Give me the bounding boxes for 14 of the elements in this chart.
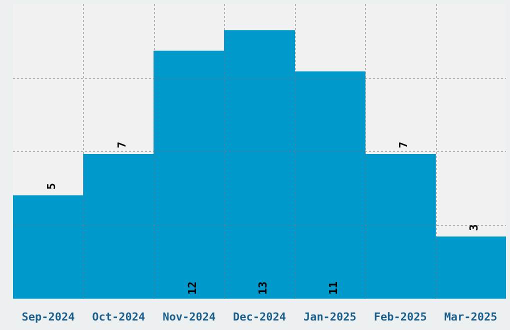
- x-tick-label: Feb-2025: [374, 310, 427, 324]
- data-label: 7: [116, 142, 128, 148]
- x-tick-label: Sep-2024: [22, 310, 76, 324]
- x-tick-label: Dec-2024: [233, 310, 286, 324]
- x-tick-label: Jan-2025: [303, 310, 356, 324]
- x-tick-label: Mar-2025: [444, 310, 498, 324]
- data-label: 11: [326, 281, 340, 295]
- data-label: 13: [256, 282, 270, 295]
- x-tick-label: Oct-2024: [92, 310, 146, 324]
- data-label: 12: [186, 282, 199, 295]
- data-label: 3: [468, 224, 481, 231]
- x-tick-label: Nov-2024: [162, 310, 216, 324]
- data-label: 7: [397, 142, 410, 148]
- data-label: 5: [45, 182, 58, 190]
